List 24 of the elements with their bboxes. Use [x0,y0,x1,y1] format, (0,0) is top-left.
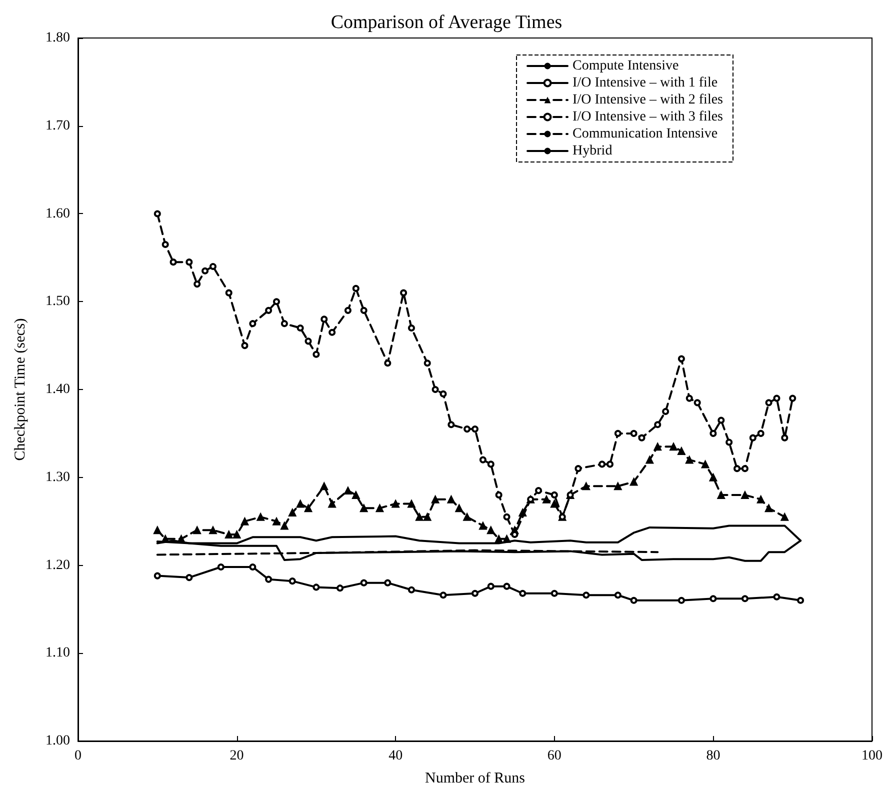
y-tick-label: 1.40 [46,382,70,397]
y-tick-label: 1.00 [46,734,70,748]
y-tick-label: 1.70 [46,118,70,134]
x-tick-label: 40 [388,748,403,764]
y-tick-label: 1.30 [46,470,70,485]
legend-label: Compute Intensive [572,58,679,74]
x-tick-label: 20 [230,748,244,764]
y-tick-label: 1.20 [46,558,70,573]
y-axis-title: Checkpoint Time (secs) [12,318,28,461]
legend-label: I/O Intensive – with 2 files [572,92,724,108]
legend-label: Communication Intensive [572,126,718,142]
y-tick-label: 1.60 [46,206,70,222]
x-tick-label: 100 [862,748,882,764]
legend-label: I/O Intensive – with 3 files [572,110,724,124]
x-tick-label: 60 [547,748,562,764]
chart-title: Comparison of Average Times [330,12,562,33]
x-axis-title: Number of Runs [425,770,526,786]
legend-label: Hybrid [572,144,612,158]
y-tick-label: 1.10 [46,646,70,661]
y-tick-label: 1.50 [46,294,70,310]
legend-label: I/O Intensive – with 1 file [572,76,718,90]
x-tick-label: 0 [74,748,82,764]
x-tick-label: 80 [706,748,720,764]
y-tick-label: 1.80 [46,30,70,46]
